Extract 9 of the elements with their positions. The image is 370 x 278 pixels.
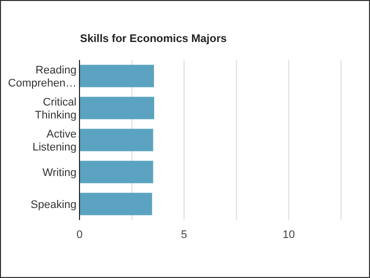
x-tick-label: 5	[181, 228, 188, 241]
y-tick-label: Reading Comprehen…	[8, 64, 76, 90]
x-tick-label: 10	[282, 228, 295, 241]
y-tick-label: Critical Thinking	[34, 96, 76, 122]
y-tick-label: Writing	[42, 167, 76, 179]
y-tick-label: Active Listening	[32, 128, 76, 154]
y-tick-label: Speaking	[30, 199, 76, 211]
x-tick-label: 0	[76, 228, 83, 241]
chart-title: Skills for Economics Majors	[80, 33, 227, 45]
